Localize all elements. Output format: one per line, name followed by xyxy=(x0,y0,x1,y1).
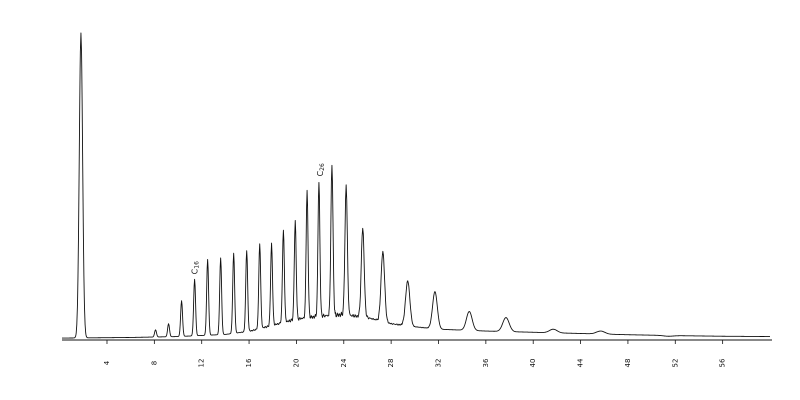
x-tick-label-12: 12 xyxy=(198,359,206,368)
x-tick-label-48: 48 xyxy=(624,359,632,368)
x-axis-tick-labels: 4 8 12 16 20 24 28 32 36 40 44 48 52 56 xyxy=(103,358,727,367)
x-tick-label-32: 32 xyxy=(434,359,442,368)
x-tick-label-20: 20 xyxy=(292,359,300,368)
trace-layer xyxy=(62,32,770,339)
x-axis-ticks xyxy=(106,340,724,344)
x-tick-label-4: 4 xyxy=(103,360,111,365)
x-tick-label-56: 56 xyxy=(719,358,727,367)
x-tick-label-44: 44 xyxy=(577,358,585,367)
x-tick-label-8: 8 xyxy=(150,361,158,365)
x-tick-label-52: 52 xyxy=(671,359,679,368)
x-tick-label-36: 36 xyxy=(482,358,490,367)
x-tick-label-28: 28 xyxy=(387,359,395,368)
peak-label-c26: C26 xyxy=(316,163,326,176)
chromatogram-trace xyxy=(62,32,770,339)
x-tick-label-24: 24 xyxy=(340,358,348,367)
x-tick-label-40: 40 xyxy=(529,359,537,368)
peak-label-c16: C16 xyxy=(190,261,200,274)
peak-annotations: C16 C26 xyxy=(190,163,325,274)
x-tick-label-16: 16 xyxy=(245,358,253,367)
